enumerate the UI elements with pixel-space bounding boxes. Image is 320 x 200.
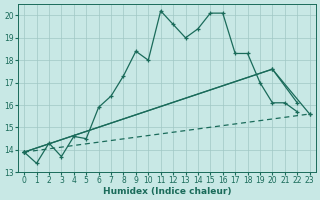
X-axis label: Humidex (Indice chaleur): Humidex (Indice chaleur) (103, 187, 231, 196)
